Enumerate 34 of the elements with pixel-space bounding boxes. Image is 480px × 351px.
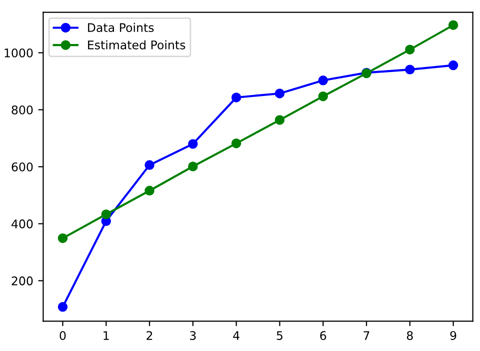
point bbox=[58, 233, 68, 244]
point bbox=[58, 302, 68, 312]
y-tick-label: 600 bbox=[12, 162, 33, 172]
y-tick-label: 800 bbox=[12, 105, 33, 114]
y-tick-label: 1000 bbox=[4, 48, 33, 58]
point bbox=[448, 60, 458, 70]
point bbox=[231, 92, 242, 102]
point bbox=[405, 44, 415, 54]
x-tick-label: 3 bbox=[190, 331, 196, 340]
point bbox=[318, 76, 328, 86]
point bbox=[274, 88, 285, 98]
x-tick-label: 0 bbox=[60, 331, 66, 340]
legend-label: Data Points bbox=[88, 22, 154, 32]
x-tick-label: 7 bbox=[364, 331, 370, 340]
point bbox=[405, 64, 415, 74]
point bbox=[144, 186, 154, 196]
x-tick-label: 8 bbox=[406, 331, 413, 340]
x-tick-label: 9 bbox=[450, 331, 456, 340]
point bbox=[188, 139, 198, 149]
y-tick-label: 400 bbox=[12, 219, 33, 228]
point bbox=[231, 138, 242, 148]
x-tick-label: 6 bbox=[320, 331, 326, 340]
point bbox=[274, 115, 285, 125]
point bbox=[188, 162, 198, 172]
x-tick-label: 4 bbox=[233, 331, 240, 340]
x-tick-label: 2 bbox=[146, 331, 152, 340]
x-tick-label: 5 bbox=[276, 331, 282, 340]
point bbox=[448, 20, 458, 30]
x-tick-label: 1 bbox=[104, 331, 109, 340]
y-tick-label: 200 bbox=[12, 276, 33, 286]
point bbox=[101, 209, 111, 220]
point bbox=[144, 160, 154, 170]
legend-label: Estimated Points bbox=[88, 40, 186, 50]
point bbox=[318, 91, 328, 102]
